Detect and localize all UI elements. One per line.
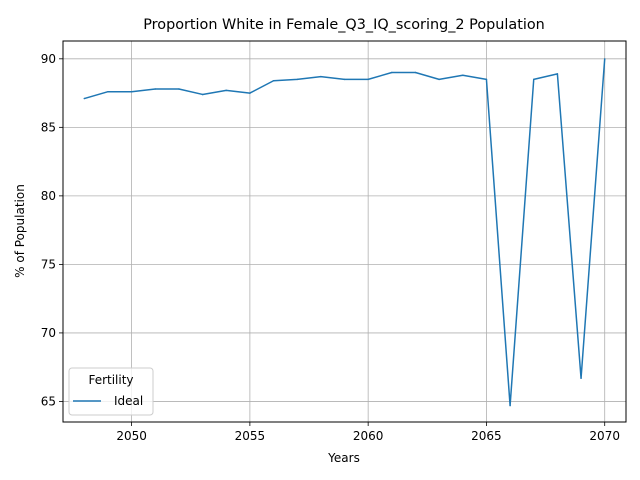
data-point — [485, 78, 488, 81]
data-point — [580, 377, 582, 379]
data-point — [509, 404, 511, 407]
data-point — [178, 88, 180, 90]
legend-title: Fertility — [88, 373, 133, 387]
grid — [63, 41, 626, 422]
legend-label-ideal: Ideal — [114, 394, 143, 408]
data-point — [249, 92, 251, 94]
data-point — [462, 74, 464, 77]
plot-frame — [62, 40, 627, 423]
x-tick-label: 2060 — [353, 429, 384, 443]
y-axis: 65 70 75 80 85 90 — [41, 52, 63, 408]
x-tick-label: 2055 — [235, 429, 266, 443]
data-point — [367, 78, 369, 81]
x-axis: 2050 2055 2060 2065 2070 — [116, 422, 620, 443]
data-point — [320, 75, 322, 78]
data-point — [603, 58, 606, 60]
x-axis-title: Years — [327, 451, 360, 465]
data-point — [272, 79, 275, 82]
y-tick-label: 85 — [41, 120, 56, 134]
series-layer — [83, 58, 606, 407]
legend: Fertility Ideal — [68, 367, 154, 416]
data-point — [343, 78, 346, 81]
data-point — [154, 88, 157, 90]
data-point — [414, 71, 417, 74]
y-axis-title: % of Population — [13, 184, 27, 278]
data-point — [107, 90, 109, 93]
chart-title: Proportion White in Female_Q3_IQ_scoring… — [143, 17, 545, 33]
data-point — [201, 93, 204, 96]
data-point — [438, 78, 440, 81]
data-point — [130, 90, 133, 93]
y-tick-label: 80 — [41, 189, 56, 203]
data-point — [532, 78, 535, 81]
data-point — [296, 78, 298, 81]
x-tick-label: 2070 — [589, 429, 620, 443]
data-point — [225, 89, 227, 92]
data-point — [556, 73, 559, 75]
x-tick-label: 2050 — [116, 429, 147, 443]
y-tick-label: 90 — [41, 52, 56, 66]
y-tick-label: 75 — [41, 257, 56, 271]
x-tick-label: 2065 — [471, 429, 502, 443]
y-tick-label: 65 — [41, 394, 56, 408]
legend-box — [68, 367, 154, 416]
data-point — [83, 97, 86, 100]
y-tick-label: 70 — [41, 326, 56, 340]
data-point — [391, 71, 393, 74]
